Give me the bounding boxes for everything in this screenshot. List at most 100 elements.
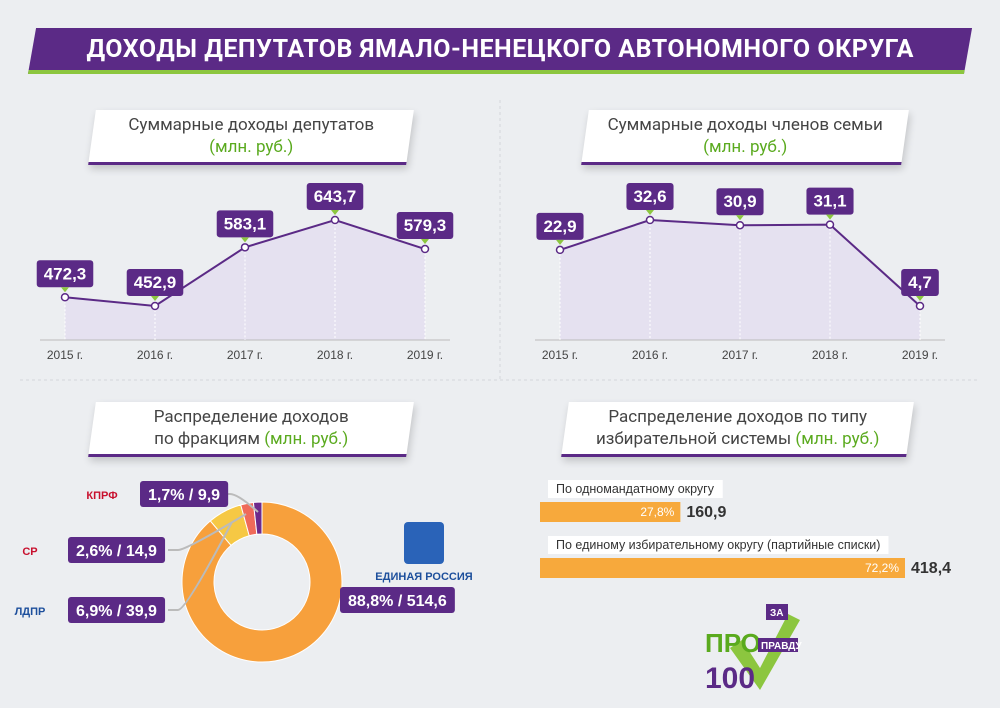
brand-tab [758, 638, 798, 652]
brand-text: 100 [705, 662, 755, 695]
party-logo: ЕДИНАЯ РОССИЯ [375, 571, 472, 583]
value-label-text: 579,3 [404, 216, 447, 235]
chart-subtitle: (млн. руб.) [209, 137, 294, 157]
point [735, 220, 745, 230]
value-label: 31,1 [806, 187, 854, 220]
label-box [340, 587, 455, 613]
separator: / [112, 543, 125, 560]
label-box [140, 481, 229, 507]
x-tick-label: 2015 г. [47, 348, 83, 362]
bar-category: По единому избирательному округу (партий… [556, 538, 880, 552]
category-tab [548, 480, 723, 498]
label-box [126, 269, 184, 296]
separator: / [184, 487, 197, 504]
pointer [826, 214, 834, 220]
value-label-text: 472,3 [44, 264, 87, 283]
value-label-text: 452,9 [134, 273, 177, 292]
pointer [241, 237, 249, 243]
label-box [716, 188, 764, 216]
party-logo: ЛДПР [15, 606, 46, 618]
connector [168, 521, 233, 611]
value-label-text: 30,9 [723, 192, 756, 211]
pointer [556, 239, 564, 245]
bar-category: По одномандатному округу [556, 482, 715, 496]
x-tick-label: 2017 г. [227, 348, 263, 362]
share-label: 72,2% [865, 561, 899, 575]
party-logo-mark [404, 522, 444, 564]
x-tick-label: 2015 г. [542, 348, 578, 362]
label-box [536, 212, 584, 240]
value-label: 583,1 [216, 210, 274, 243]
x-tick-label: 2017 г. [722, 348, 758, 362]
value-label: 4,7 [901, 269, 939, 301]
x-tick-label: 2016 г. [632, 348, 668, 362]
share-label: 6,9% [76, 603, 112, 620]
separator: / [393, 593, 406, 610]
x-tick-label: 2019 г. [902, 348, 938, 362]
label-box [68, 597, 166, 623]
x-tick-label: 2016 г. [137, 348, 173, 362]
chart-title: Суммарные доходы депутатов [128, 115, 375, 135]
panel-title: Распределение доходов по фракциям (млн. … [88, 402, 414, 457]
label-box [306, 183, 364, 210]
bar [540, 502, 681, 522]
share-label: 2,6% [76, 543, 112, 560]
point [330, 215, 340, 225]
value-label: 32,6 [626, 183, 674, 215]
pointer [646, 210, 654, 215]
chart-title: Суммарные доходы членов семьи [607, 115, 883, 135]
value-label: 14,9 [126, 543, 157, 560]
label-box [901, 269, 939, 296]
value-label-text: 31,1 [813, 192, 846, 211]
slice-label-text: 6,9% / 39,9 [76, 603, 157, 620]
separator: / [112, 603, 125, 620]
point [150, 301, 160, 311]
bar [540, 558, 905, 578]
point [645, 215, 655, 225]
label-box [626, 183, 674, 210]
value-label-text: 22,9 [543, 217, 576, 236]
value-label: 39,9 [126, 603, 157, 620]
title: ДОХОДЫ ДЕПУТАТОВ ЯМАЛО-НЕНЕЦКОГО АВТОНОМ… [86, 35, 914, 64]
pointer [151, 296, 159, 301]
chart-subtitle: (млн. руб.) [795, 429, 880, 449]
value-label: 160,9 [686, 504, 726, 521]
x-tick-label: 2019 г. [407, 348, 443, 362]
value-label-text: 643,7 [314, 187, 357, 206]
label-box [216, 210, 274, 238]
chart-subtitle: (млн. руб.) [264, 429, 349, 449]
pointer [421, 239, 429, 245]
value-label-text: 4,7 [908, 273, 932, 292]
panel-title: Суммарные доходы депутатов (млн. руб.) [88, 110, 414, 165]
x-tick-label: 2018 г. [812, 348, 848, 362]
slice-label-text: 1,7% / 9,9 [148, 487, 220, 504]
point [60, 293, 70, 302]
x-tick-label: 2018 г. [317, 348, 353, 362]
point [555, 245, 565, 255]
pointer [331, 210, 339, 215]
connector [220, 493, 259, 513]
panel-title: Суммарные доходы членов семьи (млн. руб.) [581, 110, 909, 165]
pointer [736, 215, 744, 221]
brand-text: ПРАВДУ [761, 641, 803, 652]
value-label: 22,9 [536, 212, 584, 245]
value-label-text: 583,1 [224, 214, 267, 233]
point [825, 220, 835, 229]
pointer [916, 296, 924, 301]
label-box [68, 537, 166, 563]
value-label: 9,9 [198, 487, 220, 504]
point [915, 301, 925, 311]
slice-label-text: 2,6% / 14,9 [76, 543, 157, 560]
slice-label: 88,8% / 514,6 [340, 587, 455, 613]
slice-label: 6,9% / 39,9 [68, 597, 166, 623]
panel-title: Распределение доходов по типу избиратель… [561, 402, 914, 457]
brand-check [730, 614, 800, 690]
value-label: 579,3 [396, 212, 454, 245]
pointer [61, 287, 69, 293]
connector [168, 513, 247, 551]
title-banner: ДОХОДЫ ДЕПУТАТОВ ЯМАЛО-НЕНЕЦКОГО АВТОНОМ… [27, 28, 973, 74]
category-tab [548, 536, 889, 554]
value-label: 30,9 [716, 188, 764, 221]
